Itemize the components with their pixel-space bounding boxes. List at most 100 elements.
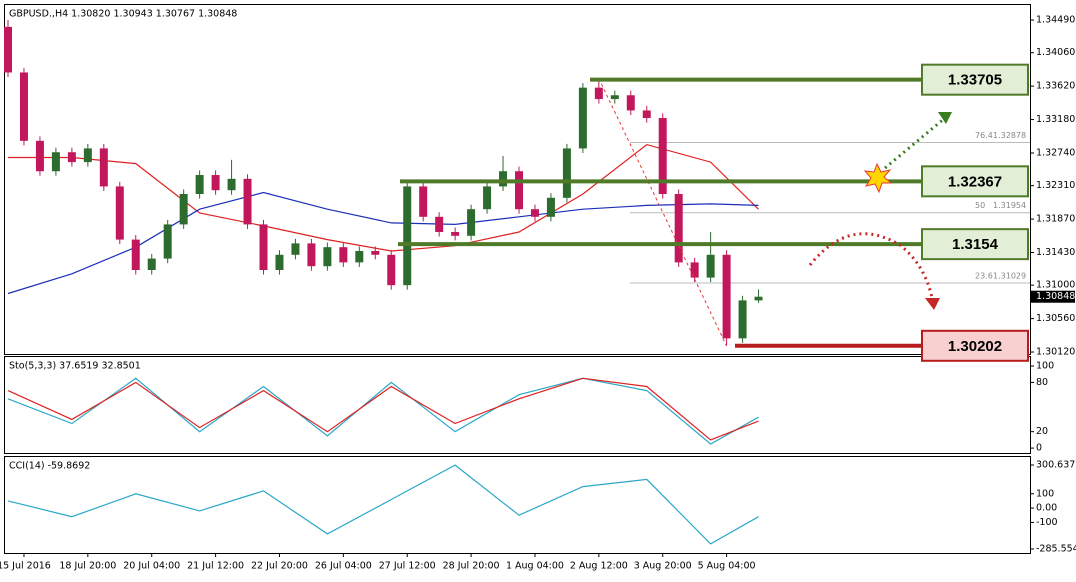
cci-frame [4, 456, 1031, 554]
y-tick-label: 1.30120 [1036, 347, 1075, 358]
candle-body [371, 250, 380, 255]
candle-body [626, 95, 635, 111]
candle-body [83, 148, 92, 163]
candle-body [690, 262, 699, 278]
y-tick-label: 80 [1036, 377, 1048, 388]
candle-body [674, 194, 683, 263]
y-tick-label: 1.34490 [1036, 15, 1075, 26]
x-tick-label: 3 Aug 20:00 [634, 561, 692, 572]
y-tick-label: 100 [1036, 488, 1054, 499]
candle-body [35, 140, 44, 172]
y-tick-label: 1.31870 [1036, 214, 1075, 225]
x-tick-label: 2 Aug 12:00 [570, 561, 628, 572]
y-tick-label: 0.00 [1036, 503, 1057, 514]
candle-body [738, 300, 747, 339]
candle-body [610, 95, 619, 100]
candle-body [594, 87, 603, 100]
y-tick-label: -100 [1036, 517, 1058, 528]
down-arrow-head [925, 298, 940, 310]
x-tick-label: 28 Jul 20:00 [443, 561, 500, 572]
candle-body [754, 296, 763, 301]
candle-body [642, 110, 651, 119]
candle-body [115, 186, 124, 240]
candle-body [467, 209, 476, 236]
y-tick-label: -285.554 [1036, 543, 1076, 554]
x-tick-label: 22 Jul 20:00 [251, 561, 308, 572]
line [7, 464, 759, 545]
last-price-tag [1030, 290, 1075, 303]
candle-body [578, 87, 587, 149]
y-tick-label: 0 [1036, 443, 1042, 454]
candle-body [658, 118, 667, 195]
candle-body [67, 152, 76, 163]
panel-title: CCI(14) -59.8692 [9, 461, 90, 472]
candle-body [355, 250, 364, 263]
level-label: 1.3154 [952, 236, 999, 253]
panel-title: GBPUSD.,H4 1.30820 1.30943 1.30767 1.308… [9, 9, 237, 20]
candle-body [19, 72, 28, 141]
candle-body [530, 209, 539, 217]
candle-body [211, 175, 220, 191]
fib-price: 1.32878 [993, 131, 1026, 140]
fib-price: 1.31954 [993, 201, 1026, 210]
candle-body [403, 186, 412, 286]
candle-body [546, 197, 555, 217]
candle-body [435, 216, 444, 232]
candle-body [722, 254, 731, 339]
candle-body [307, 243, 316, 267]
y-tick-label: 1.31430 [1036, 247, 1075, 258]
candle-body [451, 231, 460, 236]
x-tick-label: 20 Jul 04:00 [123, 561, 180, 572]
y-tick-label: 100 [1036, 361, 1054, 372]
fib-ratio: 76.4 [975, 131, 993, 140]
burst [863, 162, 893, 194]
candle-body [387, 254, 396, 286]
candle-body [147, 258, 156, 270]
fib-price: 1.31029 [993, 271, 1026, 280]
x-tick-label: 5 Aug 04:00 [698, 561, 756, 572]
candle-body [99, 148, 108, 187]
candle-body [195, 175, 204, 195]
line [7, 377, 759, 445]
level-label: 1.33705 [948, 72, 1002, 89]
last-price: 1.30848 [1036, 291, 1075, 302]
line [7, 377, 759, 441]
y-tick-label: 1.30560 [1036, 313, 1075, 324]
x-tick-label: 27 Jul 12:00 [379, 561, 436, 572]
x-tick-label: 21 Jul 12:00 [187, 561, 244, 572]
annotations [808, 112, 952, 310]
main-frame [4, 4, 1031, 355]
candle-body [483, 186, 492, 210]
x-tick-label: 18 Jul 20:00 [59, 561, 116, 572]
candle-body [515, 171, 523, 210]
y-tick-label: 20 [1036, 426, 1048, 437]
level-label: 1.32367 [948, 173, 1002, 190]
down-arrow [808, 232, 934, 299]
candle-body [291, 243, 300, 255]
y-tick-label: 1.33180 [1036, 114, 1075, 125]
x-tick-label: 26 Jul 04:00 [315, 561, 372, 572]
y-tick-label: 1.33620 [1036, 81, 1075, 92]
level-box [921, 63, 1029, 96]
y-tick-label: 1.34060 [1036, 47, 1075, 58]
up-arrow-head [938, 112, 952, 124]
x-tick-label: 15 Jul 2016 [0, 561, 51, 572]
candle-body [243, 178, 252, 225]
candle-body [706, 254, 715, 278]
y-tick-label: 1.32310 [1036, 180, 1075, 191]
candle-body [131, 239, 140, 270]
y-tick-label: 1.32740 [1036, 147, 1075, 158]
candle-body [51, 152, 60, 172]
stoch-frame [4, 356, 1031, 454]
candle-body [259, 224, 268, 270]
candle-body [275, 254, 284, 270]
level-label: 1.30202 [948, 338, 1002, 355]
candle-body [339, 247, 348, 263]
candle-body [163, 224, 172, 259]
panel-title: Sto(5,3,3) 37.6519 32.8501 [9, 361, 141, 372]
fib-ratio: 50 [975, 201, 985, 210]
candle-body [419, 186, 428, 217]
